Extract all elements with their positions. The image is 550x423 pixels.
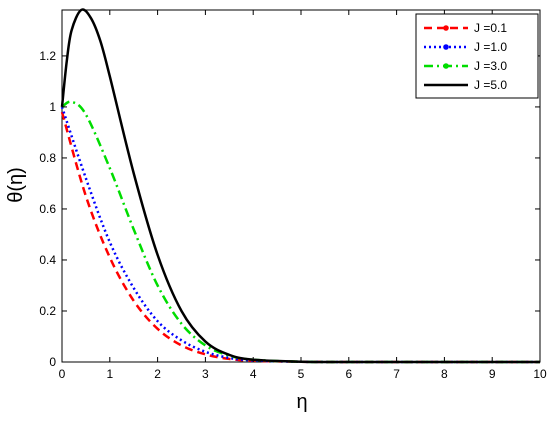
legend: J =0.1 J =1.0 J =3.0 J =5.0: [415, 13, 539, 99]
x-tick-label: 3: [202, 367, 209, 381]
y-tick-label: 1.2: [39, 49, 56, 63]
x-tick-label: 2: [154, 367, 161, 381]
y-tick-label: 0.4: [39, 253, 56, 267]
legend-label-2: J =1.0: [474, 40, 507, 54]
legend-marker-2: [443, 44, 449, 50]
y-tick-label: 0.6: [39, 202, 56, 216]
x-tick-label: 5: [298, 367, 305, 381]
legend-marker-1: [443, 25, 449, 31]
ticks-layer: 0 1 2 3 4 5 6 7 8 9 10 0 0.2 0.4 0.6 0.8 1 1.2: [39, 10, 547, 381]
x-tick-label: 8: [441, 367, 448, 381]
x-tick-label: 0: [59, 367, 66, 381]
x-tick-label: 7: [393, 367, 400, 381]
y-tick-label: 0: [49, 355, 56, 369]
y-tick-label: 0.8: [39, 151, 56, 165]
y-axis-label: θ(η): [5, 167, 27, 203]
x-tick-label: 9: [489, 367, 496, 381]
legend-label-4: J =5.0: [474, 78, 507, 92]
legend-marker-3: [443, 63, 449, 69]
y-tick-label: 1: [49, 100, 56, 114]
x-axis-label: η: [296, 391, 307, 413]
x-tick-label: 1: [106, 367, 113, 381]
series-line-3: [61, 100, 540, 364]
legend-label-1: J =0.1: [474, 21, 507, 35]
legend-label-3: J =3.0: [474, 59, 507, 73]
x-tick-label: 10: [533, 367, 547, 381]
x-tick-label: 6: [345, 367, 352, 381]
x-tick-label: 4: [250, 367, 257, 381]
y-tick-label: 0.2: [39, 304, 56, 318]
